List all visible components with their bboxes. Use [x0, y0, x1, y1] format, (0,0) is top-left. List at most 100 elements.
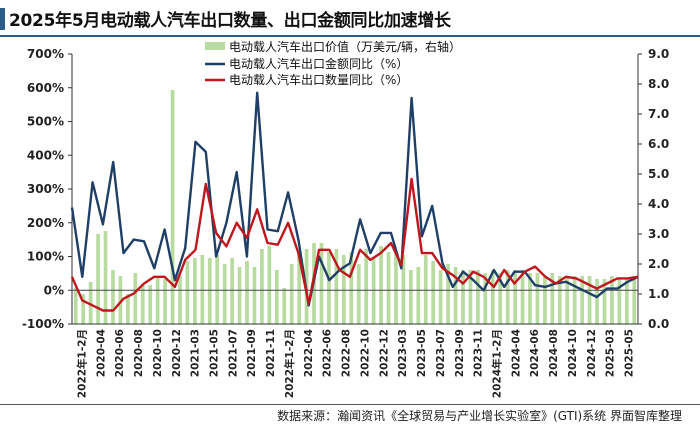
value-bar [401, 255, 406, 324]
title-accent [0, 8, 5, 30]
x-tick-label: 2022年1-2月 [75, 329, 88, 398]
x-tick-label: 2024-06 [529, 329, 541, 377]
right-tick-label: 7.0 [648, 107, 669, 121]
value-bar [289, 264, 294, 324]
value-bar [163, 279, 167, 324]
value-bar [587, 276, 592, 324]
legend-label: 电动载人汽车出口金额同比（%） [229, 56, 408, 71]
value-bar [155, 276, 160, 324]
value-bar [215, 255, 220, 324]
x-tick-label: 2021-11 [265, 329, 277, 377]
chart-title: 2025年5月电动载人汽车出口数量、出口金额同比加速增长 [9, 11, 451, 31]
title-rule [0, 35, 700, 37]
x-tick-label: 2020-06 [114, 329, 126, 377]
value-bar [237, 267, 242, 324]
x-tick-label: 2025-03 [605, 329, 617, 377]
right-tick-label: 8.0 [648, 77, 669, 91]
right-tick-label: 9.0 [648, 47, 669, 61]
value-bar [178, 276, 182, 324]
right-tick-label: 6.0 [648, 137, 669, 151]
x-tick-label: 2021-05 [209, 329, 221, 377]
value-bar [349, 252, 354, 324]
left-tick-label: -100% [22, 317, 64, 331]
x-tick-label: 2020-10 [152, 329, 164, 377]
value-bar [431, 261, 436, 324]
value-bar [260, 249, 264, 324]
left-tick-label: 700% [27, 47, 64, 61]
right-tick-label: 2.0 [648, 257, 669, 271]
value-bar [118, 276, 123, 324]
value-bar [595, 279, 599, 324]
left-tick-label: 400% [27, 148, 64, 162]
x-tick-label: 2023-09 [454, 329, 466, 377]
value-bar [468, 270, 473, 324]
value-bar [252, 267, 257, 324]
value-bar [461, 270, 465, 324]
value-bar [572, 276, 577, 324]
value-bar [193, 258, 197, 324]
value-bar [170, 90, 175, 324]
value-bar [394, 252, 398, 324]
right-tick-label: 5.0 [648, 167, 669, 181]
title-bar: 2025年5月电动载人汽车出口数量、出口金额同比加速增长 [0, 0, 700, 36]
chart-plot: -100% 0% 100% 200% 300% 400% 500% 600% 700% 0.0 1.… [22, 39, 669, 398]
left-tick-label: 500% [27, 115, 64, 129]
value-bar [498, 273, 503, 324]
value-bar [207, 258, 212, 324]
value-bar [565, 276, 570, 324]
x-tick-label: 2024-10 [567, 329, 579, 377]
value-bar [96, 234, 100, 324]
value-bar [111, 270, 115, 324]
value-bar [379, 246, 383, 324]
value-bar [423, 255, 428, 324]
value-bar [125, 294, 130, 324]
value-bar [416, 267, 421, 324]
value-bar [557, 276, 562, 324]
x-tick-label: 2021-07 [227, 329, 239, 377]
x-tick-label: 2023-03 [397, 329, 409, 377]
value-bar [617, 279, 622, 324]
value-bar [230, 258, 234, 324]
value-bar [319, 243, 324, 324]
value-bar [490, 270, 495, 324]
value-bar [185, 261, 190, 324]
left-tick-label: 300% [27, 182, 64, 196]
x-tick-label: 2024-08 [548, 329, 560, 377]
value-bar [632, 276, 637, 324]
x-tick-label: 2022-10 [359, 329, 371, 377]
legend-label: 电动载人汽车出口数量同比（%） [229, 72, 408, 87]
source-rule [0, 404, 700, 405]
value-bar [148, 285, 153, 324]
value-bar [438, 270, 443, 324]
value-bar [624, 279, 629, 324]
value-bar [88, 282, 93, 324]
left-tick-label: 100% [27, 250, 64, 264]
value-bar [200, 255, 205, 324]
legend-swatch-bar [205, 42, 225, 50]
x-tick-label: 2024年1-2月 [491, 329, 504, 398]
value-bar [550, 273, 555, 324]
value-bar [610, 276, 614, 324]
value-bar [103, 231, 108, 324]
value-bar [408, 270, 413, 324]
value-bar [81, 294, 86, 324]
right-tick-label: 4.0 [648, 197, 669, 211]
x-tick-label: 2021-03 [190, 329, 202, 377]
x-tick-label: 2022-06 [322, 329, 334, 377]
x-tick-label: 2022-04 [303, 329, 315, 377]
x-tick-label: 2023-05 [416, 329, 428, 377]
right-tick-label: 3.0 [648, 227, 669, 241]
value-bar [356, 264, 361, 324]
value-bar [513, 270, 517, 324]
x-tick-label: 2022-12 [378, 329, 390, 377]
value-bar [327, 252, 331, 324]
x-tick-label: 2020-08 [133, 329, 145, 377]
value-bar [535, 273, 540, 324]
x-tick-label: 2020-12 [171, 329, 183, 377]
value-bar [446, 264, 450, 324]
value-bar [580, 276, 584, 324]
x-tick-label: 2024-04 [510, 329, 522, 377]
value-bar [483, 273, 488, 324]
value-bar [505, 270, 510, 324]
